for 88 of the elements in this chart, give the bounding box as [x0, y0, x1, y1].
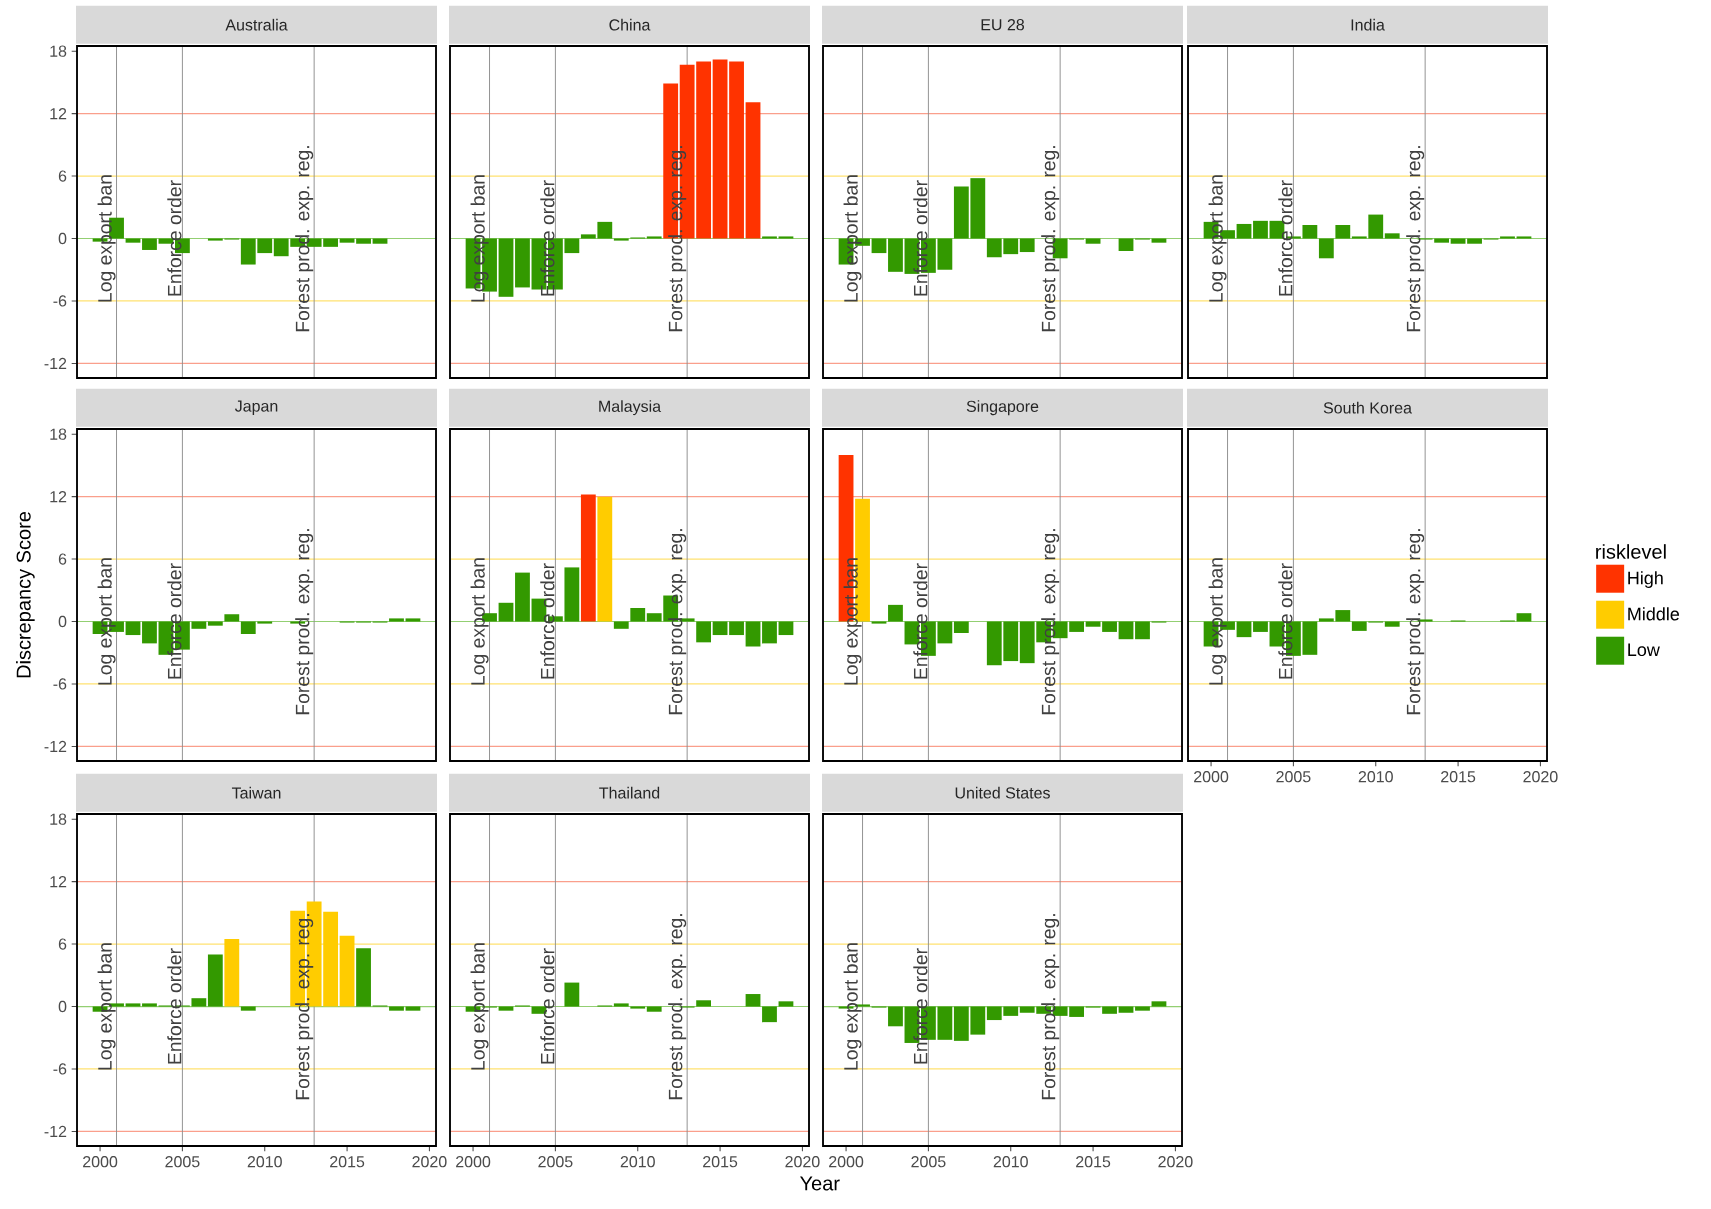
ref-line-label: Forest prod. exp. reg.	[1406, 146, 1425, 332]
chart-title: China	[609, 18, 651, 31]
y-tick-label: 18	[50, 813, 67, 825]
y-tick-label: 0	[58, 615, 67, 628]
ref-line-label: Enforce order	[167, 948, 182, 1064]
ref-line-label: Forest prod. exp. reg.	[1406, 529, 1425, 715]
chart-title: Japan	[234, 400, 278, 415]
ref-line-label: Enforce order	[913, 948, 928, 1064]
chart-title: Malaysia	[599, 400, 662, 416]
ref-line-label: Forest prod. exp. reg.	[295, 914, 314, 1100]
ref-line-label: Enforce order	[540, 563, 555, 679]
chart-title: Thailand	[599, 786, 660, 799]
ref-line-label: Enforce order	[913, 563, 928, 679]
ref-line-label: Forest prod. exp. reg.	[1041, 146, 1060, 332]
x-tick-label: 2015	[703, 1156, 738, 1168]
x-tick-label: 2005	[911, 1156, 946, 1168]
ref-line-label: Enforce order	[1278, 180, 1293, 296]
y-tick-label: 12	[50, 108, 67, 120]
x-tick-label: 2005	[165, 1156, 200, 1168]
chart-title: India	[1351, 18, 1385, 31]
y-tick-label: -12	[44, 740, 67, 752]
y-tick-label: 12	[50, 876, 67, 888]
chart-title: Australia	[225, 18, 288, 31]
x-tick-label: 2000	[456, 1156, 491, 1168]
ref-line-label: Enforce order	[913, 180, 928, 296]
x-tick-label: 2000	[83, 1156, 118, 1168]
x-tick-label: 2010	[993, 1156, 1028, 1168]
ref-line-label: Forest prod. exp. reg.	[295, 529, 314, 715]
ref-line-label: Log export ban	[470, 175, 489, 302]
y-tick-label: 0	[58, 1000, 67, 1013]
chart-title: South Korea	[1323, 401, 1412, 414]
x-tick-label: 2020	[1523, 771, 1558, 783]
y-tick-label: -12	[44, 1125, 67, 1137]
x-tick-label: 2020	[412, 1156, 447, 1168]
y-tick-label: 6	[58, 553, 67, 565]
x-tick-label: 2020	[785, 1156, 820, 1168]
ref-line-label: Log export ban	[843, 175, 862, 302]
ref-line-label: Log export ban	[97, 558, 116, 685]
chart-title: Taiwan	[231, 786, 281, 799]
y-tick-label: -6	[53, 295, 67, 307]
x-tick-label: 2020	[1158, 1156, 1193, 1168]
x-axis-title: Year	[800, 1176, 840, 1191]
ref-line-label: Enforce order	[540, 948, 555, 1064]
chart-title: EU 28	[981, 19, 1025, 31]
y-tick-label: 6	[58, 938, 67, 950]
ref-line-label: Log export ban	[1208, 558, 1227, 685]
ref-line-label: Forest prod. exp. reg.	[668, 914, 687, 1100]
ref-line-label: Forest prod. exp. reg.	[295, 146, 314, 332]
chart-title: Singapore	[966, 400, 1039, 416]
ref-line-label: Log export ban	[470, 558, 489, 685]
x-tick-label: 2015	[1441, 771, 1476, 783]
ref-line-label: Enforce order	[1278, 563, 1293, 679]
ref-line-label: Forest prod. exp. reg.	[668, 529, 687, 715]
x-tick-label: 2005	[1276, 771, 1311, 783]
ref-line-label: Forest prod. exp. reg.	[1041, 529, 1060, 715]
y-tick-label: 0	[58, 232, 67, 245]
ref-line-label: Forest prod. exp. reg.	[1041, 914, 1060, 1100]
x-tick-label: 2015	[330, 1156, 365, 1168]
y-tick-label: -6	[53, 1063, 67, 1075]
legend-title: risklevel	[1596, 544, 1666, 559]
y-tick-label: -6	[53, 678, 67, 690]
x-tick-label: 2010	[1358, 771, 1393, 783]
ref-line-label: Enforce order	[540, 180, 555, 296]
y-tick-label: 18	[50, 428, 67, 440]
ref-line-label: Log export ban	[843, 558, 862, 685]
x-tick-label: 2010	[620, 1156, 655, 1168]
y-axis-title: Discrepancy Score	[16, 512, 35, 678]
ref-line-label: Log export ban	[843, 943, 862, 1070]
x-tick-label: 2005	[538, 1156, 573, 1168]
x-tick-label: 2015	[1076, 1156, 1111, 1168]
chart-title: United States	[955, 786, 1050, 799]
y-tick-label: 6	[58, 170, 67, 182]
y-tick-label: 18	[50, 45, 67, 57]
legend-label: Middle	[1628, 607, 1680, 621]
x-tick-label: 2010	[247, 1156, 282, 1168]
y-tick-label: -12	[44, 357, 67, 369]
ref-line-label: Enforce order	[167, 180, 182, 296]
ref-line-label: Log export ban	[1208, 175, 1227, 302]
legend-label: High	[1628, 571, 1663, 588]
y-tick-label: 12	[50, 491, 67, 503]
ref-line-label: Log export ban	[470, 943, 489, 1070]
x-tick-label: 2000	[829, 1156, 864, 1168]
ref-line-label: Log export ban	[97, 943, 116, 1070]
legend-label: Low	[1628, 643, 1660, 657]
x-tick-label: 2000	[1194, 771, 1229, 783]
ref-line-label: Enforce order	[167, 563, 182, 679]
ref-line-label: Log export ban	[97, 175, 116, 302]
ref-line-label: Forest prod. exp. reg.	[668, 146, 687, 332]
